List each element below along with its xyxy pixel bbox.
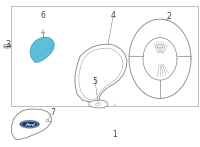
Ellipse shape: [46, 120, 48, 121]
Text: 5: 5: [93, 77, 97, 86]
Polygon shape: [12, 109, 52, 140]
FancyBboxPatch shape: [4, 45, 10, 48]
Ellipse shape: [42, 32, 44, 33]
Text: Ford: Ford: [25, 122, 35, 127]
Text: 4: 4: [111, 11, 115, 20]
Text: 6: 6: [41, 11, 45, 20]
Ellipse shape: [156, 45, 164, 48]
Polygon shape: [79, 48, 123, 100]
Polygon shape: [75, 44, 127, 102]
Text: 7: 7: [51, 108, 55, 117]
Text: 1: 1: [113, 130, 117, 139]
Polygon shape: [89, 100, 108, 108]
Text: 3: 3: [5, 40, 10, 49]
Ellipse shape: [21, 121, 38, 127]
Bar: [11, 6, 198, 106]
Text: 2: 2: [167, 12, 171, 21]
Ellipse shape: [96, 103, 101, 106]
Ellipse shape: [20, 120, 40, 128]
Polygon shape: [30, 37, 54, 62]
